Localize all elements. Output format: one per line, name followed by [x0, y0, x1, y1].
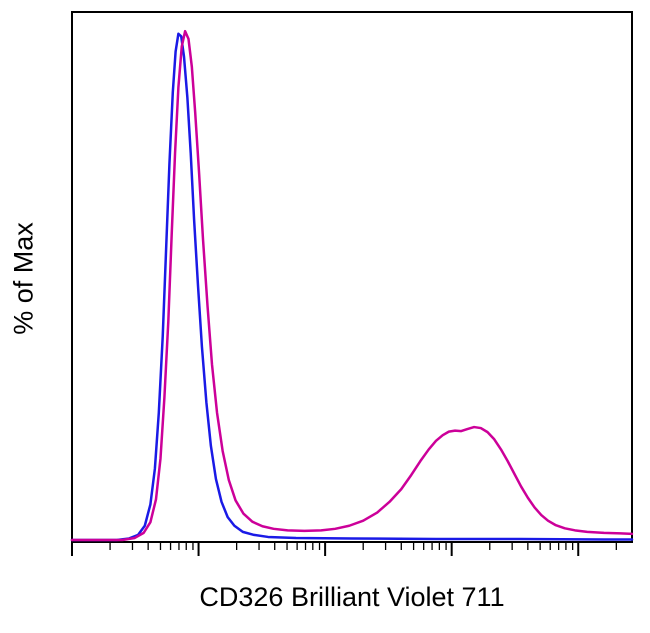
x-axis-label: CD326 Brilliant Violet 711 [72, 582, 632, 613]
y-axis-label: % of Max [9, 179, 40, 379]
flow-histogram-plot [0, 0, 650, 633]
chart-container: % of Max CD326 Brilliant Violet 711 [0, 0, 650, 633]
